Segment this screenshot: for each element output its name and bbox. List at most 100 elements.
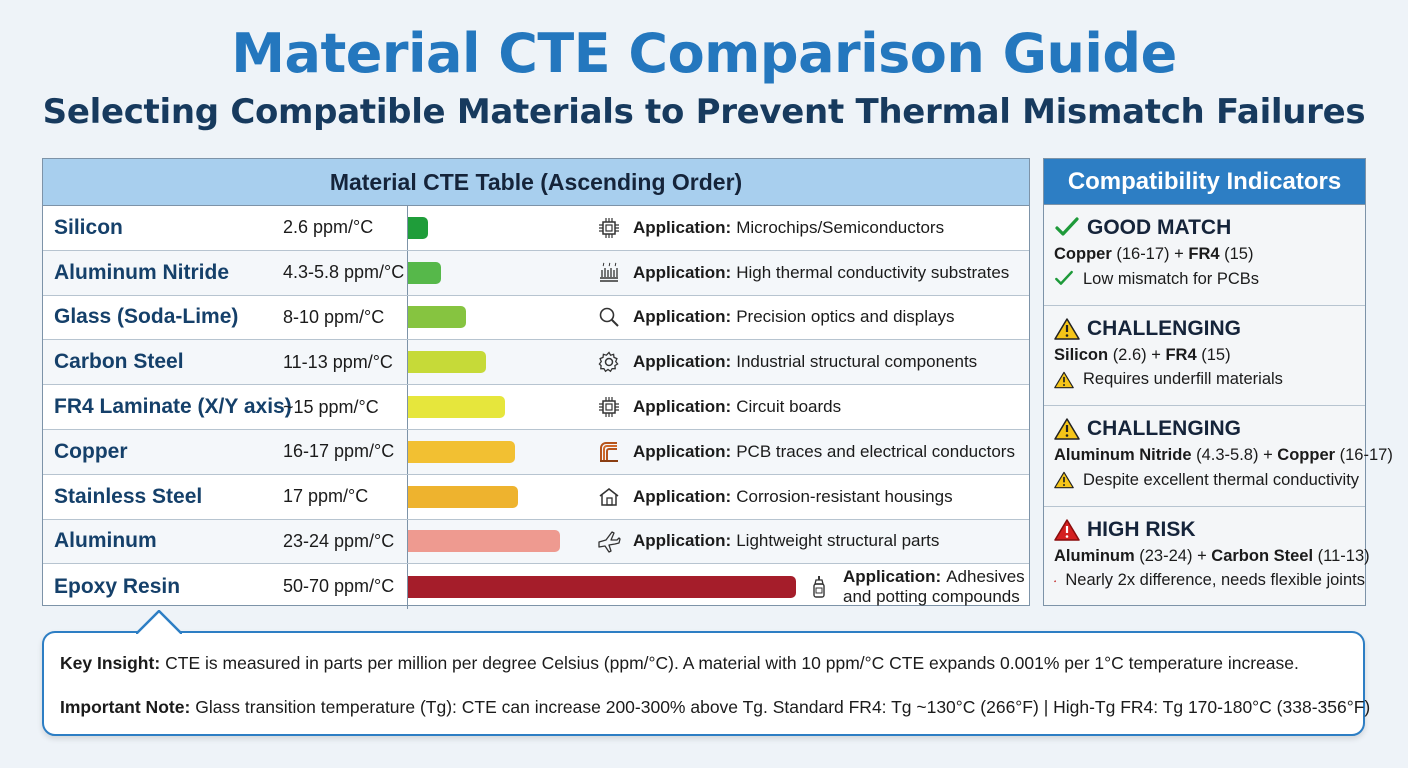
application-label: Application: <box>633 307 732 327</box>
application-text: Microchips/Semiconductors <box>736 217 945 237</box>
important-note-label: Important Note: <box>60 697 191 717</box>
material-name: Carbon Steel <box>54 350 184 374</box>
house-icon <box>599 487 619 506</box>
cte-table: Material CTE Table (Ascending Order) Sil… <box>42 158 1030 610</box>
cte-bar <box>408 530 560 553</box>
compatibility-note: Despite excellent thermal conductivity <box>1054 467 1365 493</box>
cte-value: 50-70 ppm/°C <box>283 576 395 597</box>
warning-icon <box>1054 418 1080 440</box>
application-text: Lightweight structural parts <box>736 531 940 551</box>
status-label: CHALLENGING <box>1087 417 1241 440</box>
application-cell: Application: Precision optics and display… <box>597 296 955 340</box>
cte-value: 11-13 ppm/°C <box>283 351 393 372</box>
check-icon <box>1055 217 1079 236</box>
application-cell: Application: Lightweight structural parts <box>597 520 939 564</box>
column-divider <box>407 206 408 250</box>
cte-value: 23-24 ppm/°C <box>283 530 395 551</box>
application-text: Circuit boards <box>736 397 842 417</box>
cte-table-rows: Silicon 2.6 ppm/°C Application: Microchips/… <box>43 206 1029 610</box>
page-title: Material CTE Comparison Guide <box>231 22 1177 85</box>
cte-value: ~15 ppm/°C <box>283 396 379 417</box>
application-cell: Application: Industrial structural compon… <box>597 340 977 384</box>
status-badge: HIGH RISK <box>1054 516 1365 544</box>
application-cell: Application: Microchips/Semiconductors <box>597 206 944 250</box>
table-row: Epoxy Resin 50-70 ppm/°C Application: Adhes… <box>43 564 1029 610</box>
status-badge: CHALLENGING <box>1054 315 1365 343</box>
column-divider <box>407 340 408 385</box>
gear-icon <box>598 351 619 373</box>
circuit-icon <box>599 397 619 418</box>
cte-bar <box>408 216 428 239</box>
table-row: Silicon 2.6 ppm/°C Application: Microchips/… <box>43 206 1029 251</box>
callout-pointer <box>136 610 182 634</box>
compatibility-card: GOOD MATCH Copper (16-17) + FR4 (15) Low m… <box>1044 205 1365 306</box>
application-cell: Application: PCB traces and electrical co… <box>597 430 1015 474</box>
material-name: Copper <box>54 439 128 463</box>
column-divider <box>407 429 408 474</box>
application-label: Application: <box>633 397 732 417</box>
chip-icon <box>599 217 619 238</box>
cte-value: 2.6 ppm/°C <box>283 217 374 238</box>
cte-value: 17 ppm/°C <box>283 486 369 507</box>
table-row: Stainless Steel 17 ppm/°C Application: Corr… <box>43 474 1029 520</box>
warning-icon <box>1054 317 1080 340</box>
material-name: Aluminum Nitride <box>54 260 230 284</box>
danger-icon <box>1054 579 1057 582</box>
application-label: Application: <box>633 217 732 237</box>
column-divider <box>407 295 408 340</box>
application-label: Application: <box>633 262 732 282</box>
magnifier-icon <box>599 308 619 328</box>
material-name: Stainless Steel <box>54 484 203 508</box>
important-note: Important Note: Glass transition temperat… <box>60 697 1370 718</box>
cte-table-header: Material CTE Table (Ascending Order) <box>43 159 1029 206</box>
column-divider <box>407 385 408 429</box>
page-subtitle: Selecting Compatible Materials to Preven… <box>42 92 1366 132</box>
status-label: GOOD MATCH <box>1087 216 1232 239</box>
cte-bar <box>408 485 518 508</box>
application-label: Application: <box>633 486 732 506</box>
material-name: Epoxy Resin <box>54 574 181 598</box>
check-icon <box>1055 270 1073 285</box>
status-label: HIGH RISK <box>1087 517 1196 541</box>
application-cell: Application: Adhesives and potting compou… <box>807 564 1053 609</box>
compatibility-panel: Compatibility Indicators GOOD MATCH Coppe… <box>1043 158 1393 608</box>
column-divider <box>407 474 408 519</box>
insight-box: Key Insight: CTE is measured in parts per… <box>42 610 1370 736</box>
application-text: Industrial structural components <box>736 352 978 372</box>
application-cell: Application: Corrosion-resistant housings <box>597 475 953 519</box>
material-pair: Aluminum Nitride (4.3-5.8) + Copper (16-… <box>1054 446 1393 464</box>
material-name: FR4 Laminate (X/Y axis) <box>54 395 292 419</box>
key-insight-label: Key Insight: <box>60 653 161 673</box>
important-note-text: Glass transition temperature (Tg): CTE c… <box>195 697 1371 717</box>
application-text: Corrosion-resistant housings <box>736 486 953 506</box>
table-row: Aluminum 23-24 ppm/°C Application: Lightwei… <box>43 519 1029 565</box>
table-row: Glass (Soda-Lime) 8-10 ppm/°C Application:… <box>43 295 1029 341</box>
cte-bar <box>408 396 505 419</box>
status-badge: CHALLENGING <box>1054 415 1365 443</box>
copper-coil-icon <box>600 441 618 462</box>
column-divider <box>407 250 408 295</box>
compatibility-card: CHALLENGING Aluminum Nitride (4.3-5.8) + … <box>1044 406 1393 507</box>
compatibility-note: Low mismatch for PCBs <box>1054 266 1365 292</box>
table-row: FR4 Laminate (X/Y axis) ~15 ppm/°C Applica… <box>43 385 1029 430</box>
heat-sink-icon <box>600 262 618 282</box>
glue-bottle-icon <box>813 575 825 598</box>
table-row: Aluminum Nitride 4.3-5.8 ppm/°C Applicatio… <box>43 250 1029 296</box>
compatibility-header: Compatibility Indicators <box>1044 159 1365 205</box>
compatibility-card: HIGH RISK Aluminum (23-24) + Carbon Steel… <box>1044 507 1370 608</box>
application-text: Precision optics and displays <box>736 307 955 327</box>
compatibility-cards: GOOD MATCH Copper (16-17) + FR4 (15) Low m… <box>1044 205 1393 608</box>
table-row: Carbon Steel 11-13 ppm/°C Application: Indu… <box>43 340 1029 386</box>
application-text: Application: Adhesives and potting compou… <box>843 566 1025 606</box>
material-pair: Aluminum (23-24) + Carbon Steel (11-13) <box>1054 546 1370 565</box>
warning-icon <box>1054 371 1074 388</box>
compatibility-note: Nearly 2x difference, needs flexible joi… <box>1054 568 1365 594</box>
danger-icon <box>1054 518 1080 541</box>
column-divider <box>407 564 408 610</box>
cte-bar <box>408 575 796 598</box>
key-insight: Key Insight: CTE is measured in parts per… <box>60 653 1299 674</box>
cte-bar <box>408 351 486 374</box>
cte-value: 8-10 ppm/°C <box>283 306 385 327</box>
application-text: PCB traces and electrical conductors <box>736 441 1015 461</box>
application-label: Application: <box>633 441 732 461</box>
